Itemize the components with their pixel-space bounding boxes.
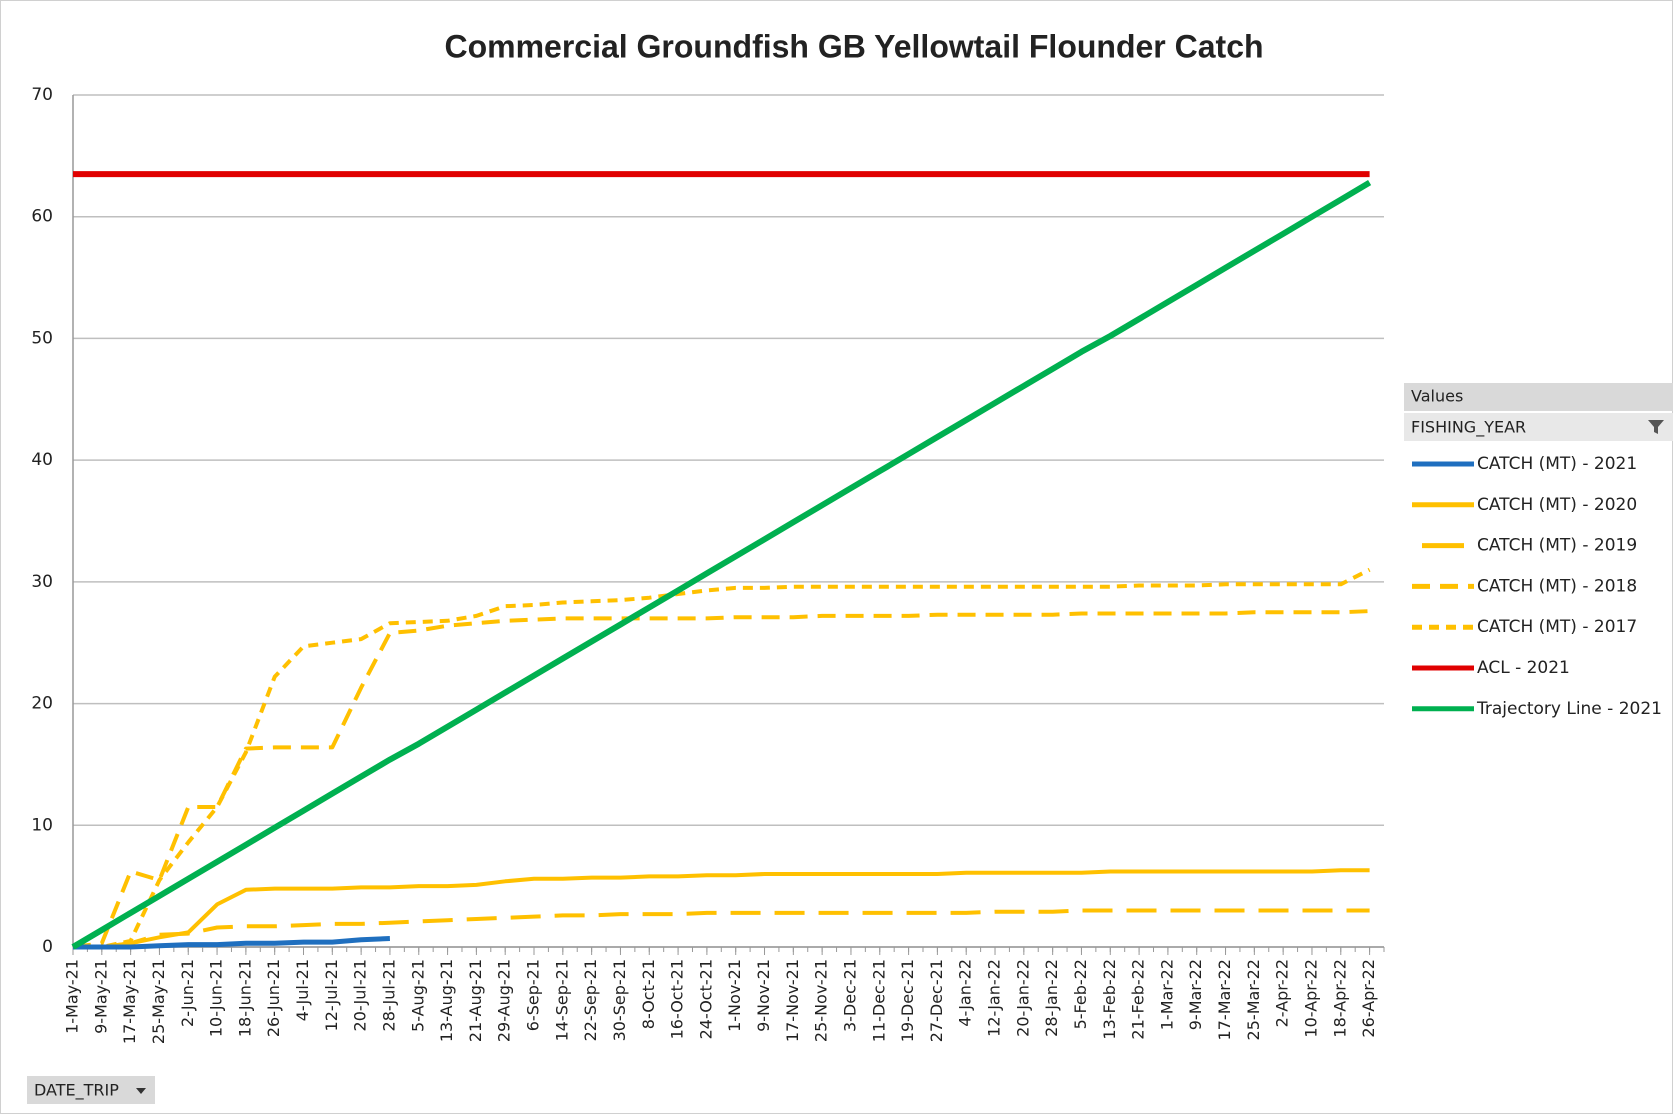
x-tick-label: 18-Jun-21 (235, 959, 254, 1037)
x-tick-label: 14-Sep-21 (552, 959, 571, 1041)
x-tick-label: 11-Dec-21 (869, 959, 888, 1042)
x-tick-label: 27-Dec-21 (927, 959, 946, 1042)
legend-label: CATCH (MT) - 2021 (1477, 454, 1637, 474)
x-tick-label: 20-Jul-21 (351, 959, 370, 1031)
x-tick-label: 21-Feb-22 (1129, 959, 1148, 1040)
x-tick-label: 8-Oct-21 (639, 959, 658, 1029)
y-tick-label: 70 (31, 85, 53, 105)
y-tick-label: 10 (31, 815, 53, 835)
legend-label: ACL - 2021 (1477, 658, 1570, 678)
x-tick-label: 17-Nov-21 (783, 959, 802, 1042)
y-tick-label: 0 (42, 937, 53, 957)
x-tick-label: 9-May-21 (91, 959, 110, 1034)
legend-label: CATCH (MT) - 2019 (1477, 536, 1637, 556)
x-tick-label: 22-Sep-21 (581, 959, 600, 1041)
x-tick-label: 24-Oct-21 (696, 959, 715, 1039)
legend-label: Trajectory Line - 2021 (1476, 699, 1662, 719)
legend-header: Values (1411, 387, 1463, 406)
x-tick-label: 13-Feb-22 (1100, 959, 1119, 1040)
x-tick-label: 13-Aug-21 (437, 959, 456, 1042)
x-tick-label: 28-Jul-21 (379, 959, 398, 1031)
series-line (72, 609, 1370, 949)
axis-field[interactable]: DATE_TRIP (34, 1081, 119, 1101)
x-tick-label: 9-Nov-21 (754, 959, 773, 1032)
x-tick-label: 12-Jan-22 (985, 959, 1004, 1037)
x-tick-label: 16-Oct-21 (668, 959, 687, 1039)
y-tick-label: 60 (31, 207, 53, 227)
x-tick-label: 26-Jun-21 (264, 959, 283, 1037)
x-tick-label: 6-Sep-21 (524, 959, 543, 1031)
x-tick-label: 1-May-21 (63, 959, 82, 1034)
x-tick-label: 21-Aug-21 (466, 959, 485, 1042)
x-tick-label: 4-Jan-22 (956, 959, 975, 1027)
legend-label: CATCH (MT) - 2017 (1477, 617, 1637, 637)
x-tick-label: 25-Mar-22 (1244, 959, 1263, 1040)
series-line (73, 567, 1371, 949)
legend-label: CATCH (MT) - 2020 (1477, 495, 1637, 515)
x-tick-label: 29-Aug-21 (495, 959, 514, 1042)
series-line (73, 908, 1370, 949)
legend-header-bg (1404, 383, 1673, 411)
x-tick-label: 12-Jul-21 (322, 959, 341, 1031)
x-tick-label: 25-May-21 (149, 959, 168, 1044)
x-tick-label: 5-Feb-22 (1071, 959, 1090, 1029)
x-tick-label: 2-Jun-21 (178, 959, 197, 1027)
dropdown-icon[interactable] (136, 1088, 146, 1094)
filter-button-bg[interactable] (1404, 413, 1673, 441)
x-tick-label: 10-Jun-21 (207, 959, 226, 1037)
x-tick-label: 4-Jul-21 (293, 959, 312, 1021)
x-tick-label: 20-Jan-22 (1013, 959, 1032, 1037)
filter-field[interactable]: FISHING_YEAR (1411, 418, 1526, 438)
x-tick-label: 3-Dec-21 (840, 959, 859, 1032)
axis-field-button[interactable] (27, 1076, 155, 1104)
series-line (71, 180, 1372, 950)
x-tick-label: 9-Mar-22 (1186, 959, 1205, 1030)
filter-icon[interactable] (1648, 420, 1664, 434)
x-tick-label: 2-Apr-22 (1273, 959, 1292, 1027)
series-line (73, 936, 391, 950)
legend-label: CATCH (MT) - 2018 (1477, 576, 1637, 596)
y-tick-label: 40 (31, 450, 53, 470)
y-tick-label: 30 (31, 572, 53, 592)
y-tick-label: 20 (31, 694, 53, 714)
x-tick-label: 10-Apr-22 (1301, 959, 1320, 1038)
x-tick-label: 18-Apr-22 (1330, 959, 1349, 1038)
x-tick-label: 19-Dec-21 (898, 959, 917, 1042)
x-tick-label: 26-Apr-22 (1359, 959, 1378, 1038)
x-tick-label: 1-Nov-21 (725, 959, 744, 1032)
chart-title: Commercial Groundfish GB Yellowtail Flou… (444, 28, 1263, 64)
x-tick-label: 30-Sep-21 (610, 959, 629, 1041)
series-line (73, 868, 1370, 949)
y-tick-label: 50 (31, 328, 53, 348)
x-tick-label: 17-May-21 (120, 959, 139, 1044)
x-tick-label: 5-Aug-21 (408, 959, 427, 1032)
x-tick-label: 28-Jan-22 (1042, 959, 1061, 1037)
x-tick-label: 17-Mar-22 (1215, 959, 1234, 1040)
x-tick-label: 1-Mar-22 (1157, 959, 1176, 1030)
x-tick-label: 25-Nov-21 (812, 959, 831, 1042)
